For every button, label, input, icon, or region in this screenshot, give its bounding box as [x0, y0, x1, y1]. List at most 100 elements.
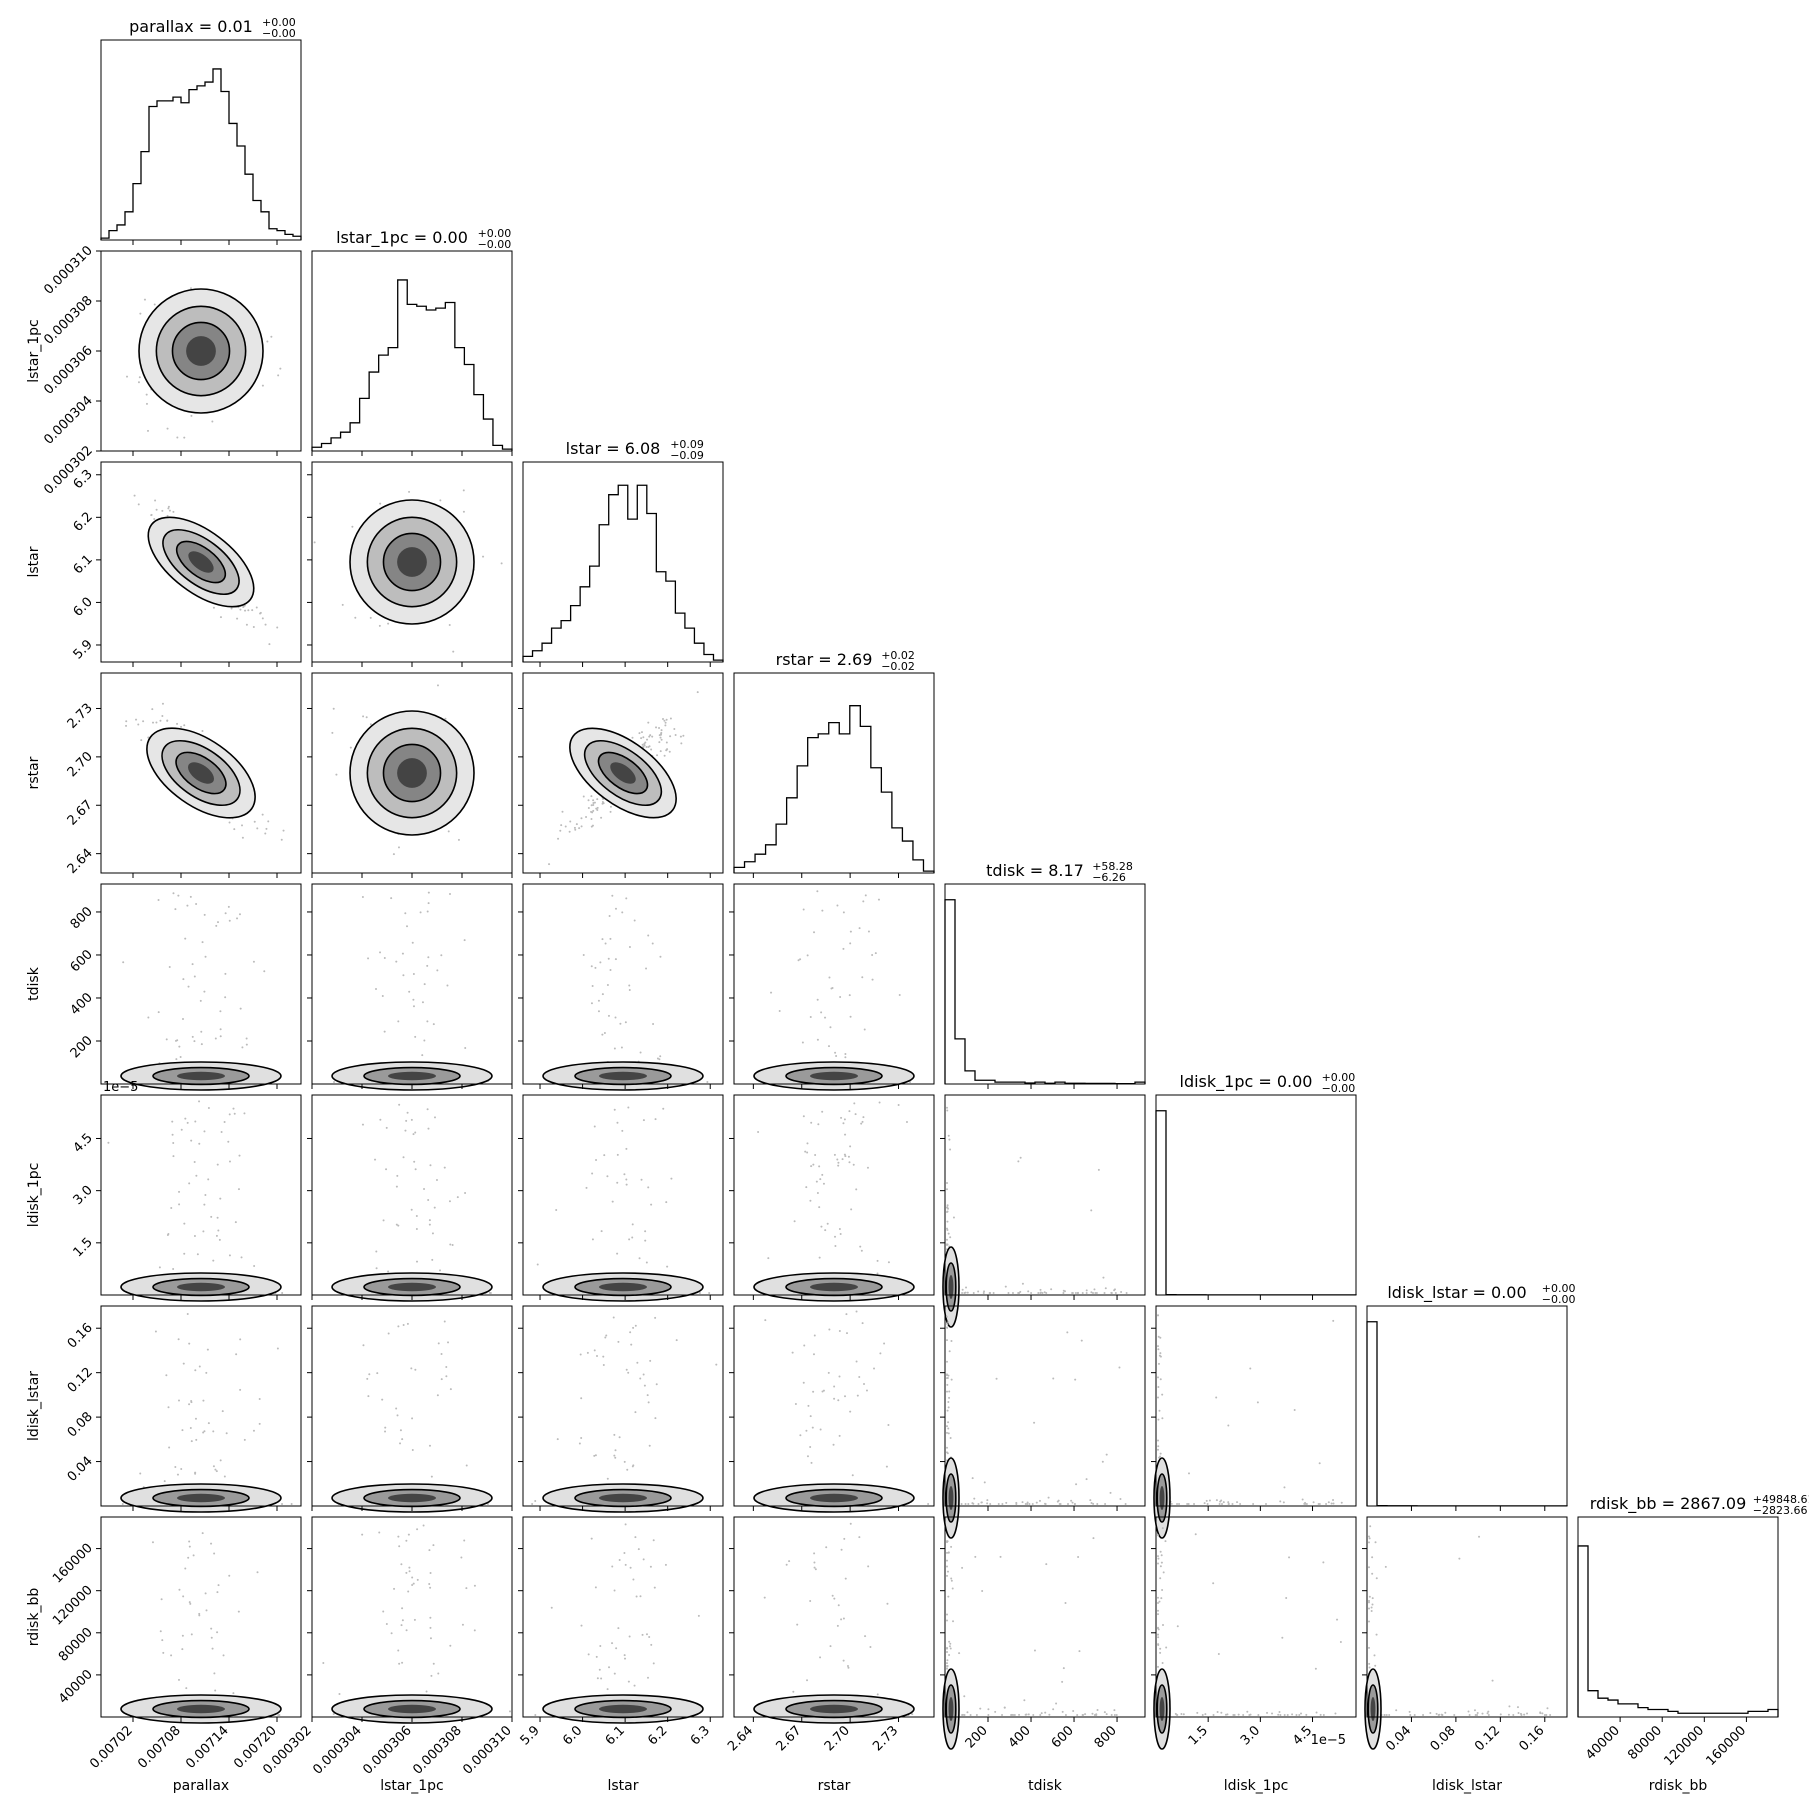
sample-point [819, 1178, 822, 1181]
sample-point [395, 1407, 398, 1410]
sample-point [449, 1243, 452, 1246]
sample-point [218, 1238, 221, 1241]
sample-point [1037, 1291, 1040, 1294]
sample-point [873, 1367, 876, 1370]
sample-point [594, 966, 597, 969]
sample-point [706, 1081, 709, 1083]
sample-point [682, 734, 685, 737]
sample-point [1301, 1498, 1304, 1501]
sample-point [211, 420, 214, 423]
scatter-panel-lstar-vs-parallax: 5.96.06.16.26.3 [71, 461, 302, 667]
sample-point [1028, 1503, 1031, 1505]
sample-point [204, 1193, 207, 1196]
sample-point [408, 490, 411, 493]
sample-point [946, 1431, 948, 1434]
sample-point [799, 958, 802, 961]
sample-point [264, 623, 267, 626]
sample-point [341, 603, 344, 606]
sample-point [614, 1456, 617, 1459]
hist-panel-lstar: lstar = 6.08 +0.09−0.09 [522, 438, 724, 667]
sample-point [830, 987, 833, 990]
sample-point [670, 1177, 673, 1180]
sample-point [593, 801, 596, 804]
sample-point [1203, 1502, 1206, 1505]
sample-point [1120, 1290, 1123, 1293]
sample-point [429, 1164, 432, 1167]
sample-point [198, 1142, 201, 1145]
sample-point [1239, 1503, 1242, 1505]
sample-point [601, 938, 604, 941]
sample-point [399, 1442, 402, 1445]
sample-point [582, 795, 585, 798]
sample-point [449, 1388, 452, 1391]
sample-point [821, 1390, 824, 1393]
panel-frame [522, 1305, 724, 1507]
sample-point [946, 1315, 948, 1318]
sample-point [236, 617, 239, 620]
sample-point [815, 1180, 818, 1183]
sample-point [1279, 1500, 1282, 1503]
sample-point [1038, 1499, 1041, 1502]
sample-point [531, 1503, 534, 1505]
sample-point [419, 911, 422, 914]
sample-point [663, 754, 666, 757]
sample-point [176, 436, 179, 439]
sample-point [443, 1166, 446, 1169]
sample-point [464, 1047, 467, 1050]
sample-point [414, 1131, 417, 1134]
sample-point [137, 381, 140, 384]
scatter-panel-ldisk_1pc-vs-parallax: 1.53.04.5 [71, 1094, 302, 1302]
sample-point [1125, 1292, 1128, 1294]
sample-point [647, 1401, 650, 1404]
sample-point [381, 1398, 384, 1401]
sample-point [1075, 1483, 1078, 1486]
sample-point [961, 1288, 964, 1291]
sample-point [215, 1470, 218, 1473]
sample-point [624, 1021, 627, 1024]
sample-point [195, 1174, 198, 1177]
sample-point [1021, 1282, 1024, 1285]
sample-point [628, 945, 631, 948]
sample-point [642, 736, 645, 739]
sample-point [406, 1322, 409, 1325]
sample-point [613, 1433, 616, 1436]
sample-point [961, 1292, 964, 1294]
sample-point [379, 1118, 382, 1121]
sample-point [850, 1208, 853, 1211]
sample-point [983, 1290, 986, 1293]
sample-point [181, 1429, 184, 1432]
sample-point [281, 1503, 284, 1505]
sample-point [816, 1038, 819, 1041]
sample-point [757, 1130, 760, 1133]
sample-point [435, 1178, 438, 1181]
sample-point [599, 961, 602, 964]
sample-point [988, 1292, 991, 1294]
sample-point [625, 1183, 628, 1186]
scatter-panel-ldisk_1pc-vs-lstar [518, 1094, 724, 1302]
sample-point [387, 622, 390, 625]
sample-point [228, 1113, 231, 1116]
sample-point [949, 1236, 952, 1239]
sample-point [634, 1324, 637, 1327]
sample-point [175, 1058, 178, 1061]
sample-point [1085, 1292, 1088, 1294]
sample-point [1030, 1292, 1033, 1294]
sample-point [155, 508, 158, 511]
sample-point [966, 1291, 969, 1294]
sample-point [1039, 1288, 1042, 1291]
density-contour [599, 1282, 647, 1292]
sample-point [1157, 1345, 1159, 1348]
sample-point [437, 1342, 440, 1345]
sample-point [199, 999, 202, 1002]
sample-point [548, 863, 551, 866]
sample-point [580, 1437, 583, 1440]
sample-point [220, 1131, 223, 1134]
panel-frame [733, 1305, 935, 1507]
sample-point [638, 1257, 641, 1260]
sample-point [404, 912, 407, 915]
sample-point [905, 1121, 908, 1124]
sample-point [644, 1230, 647, 1233]
sample-point [402, 1156, 405, 1159]
sample-point [591, 984, 594, 987]
